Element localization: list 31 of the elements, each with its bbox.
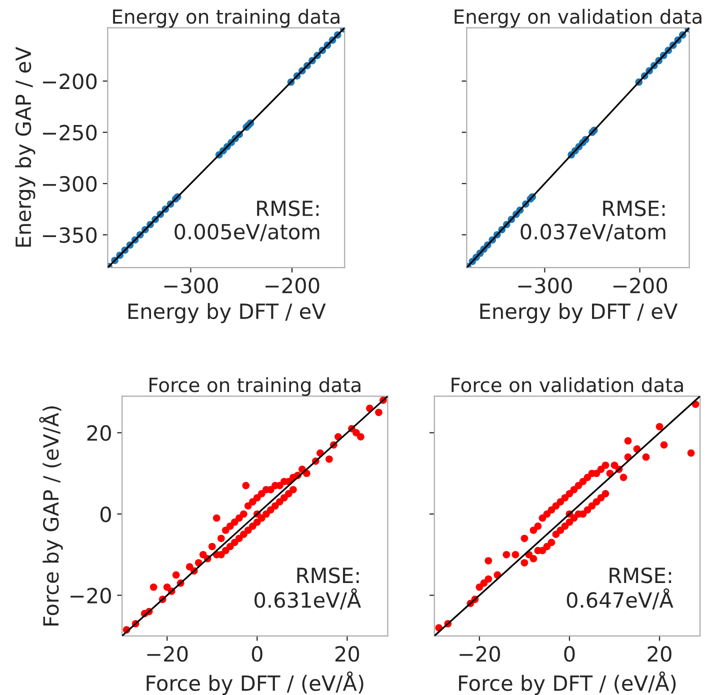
chart-title: Energy on training data — [113, 8, 340, 28]
x-tick-label: 20 — [335, 646, 360, 662]
annotation: RMSE: 0.037eV/atom — [520, 200, 666, 242]
x-axis-title: Force by DFT / (eV/Å) — [459, 671, 676, 695]
annotation: RMSE: 0.005eV/atom — [174, 200, 320, 242]
annotation: RMSE: 0.631eV/Å — [254, 567, 361, 610]
y-axis-title: Energy by GAP / eV — [15, 46, 36, 247]
x-tick-label: −300 — [164, 278, 218, 294]
x-axis-title: Energy by DFT / eV — [128, 303, 326, 324]
x-tick-label: −200 — [613, 278, 668, 294]
x-tick-label: −20 — [460, 646, 500, 662]
chart-title: Force on training data — [150, 377, 360, 396]
y-axis-title: Force by GAP / (eV/Å) — [39, 406, 63, 626]
y-tick-label: −200 — [42, 74, 97, 90]
y-tick-label: 0 — [100, 506, 111, 522]
y-tick-label: 20 — [87, 425, 111, 441]
x-tick-label: 0 — [564, 646, 575, 662]
x-axis-title: Force by DFT / (eV/Å) — [146, 671, 364, 695]
x-tick-label: 0 — [252, 646, 262, 662]
annotation: RMSE: 0.647eV/Å — [566, 567, 674, 610]
x-tick-label: 20 — [648, 646, 672, 662]
chart-title: Energy on validation data — [454, 8, 702, 28]
y-tick-label: −20 — [70, 588, 111, 604]
x-tick-label: −200 — [266, 278, 320, 294]
y-tick-label: −300 — [42, 176, 97, 192]
y-tick-label: −250 — [42, 124, 97, 141]
x-axis-title: Energy by DFT / eV — [480, 303, 678, 324]
x-tick-label: −20 — [147, 646, 188, 662]
chart-title: Force on validation data — [452, 377, 683, 392]
x-tick-label: −300 — [518, 278, 572, 294]
y-tick-label: −350 — [42, 227, 97, 243]
